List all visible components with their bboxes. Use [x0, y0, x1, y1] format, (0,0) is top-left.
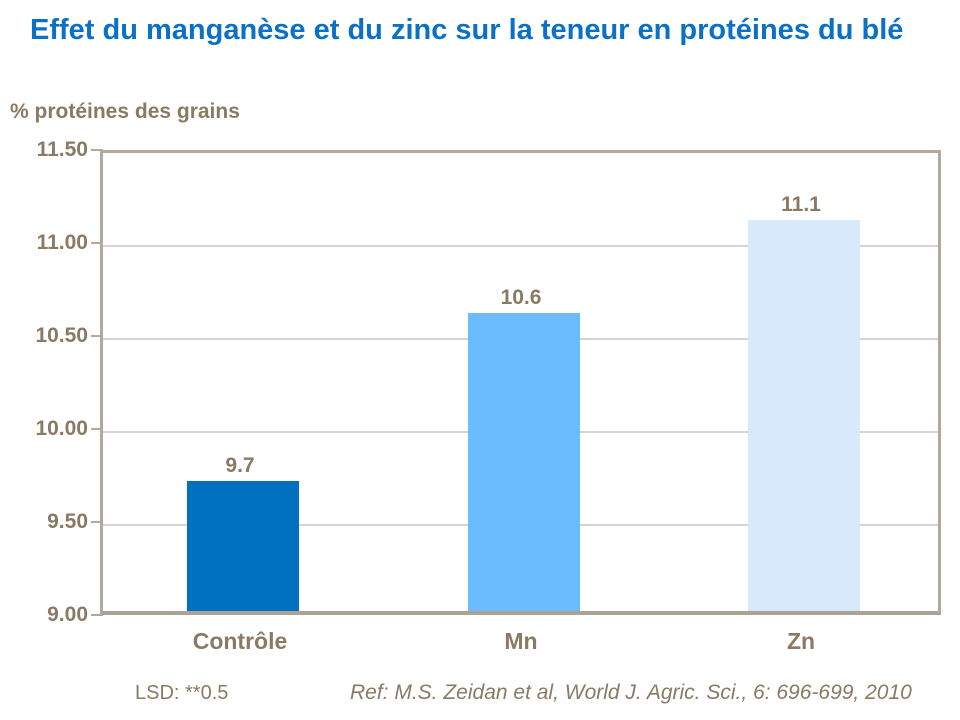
- y-axis-tick-label: 9.50: [47, 510, 88, 533]
- y-axis-tick-label: 11.50: [36, 138, 88, 161]
- y-axis-tick-mark: [91, 614, 103, 616]
- y-axis-title: % protéines des grains: [10, 100, 240, 123]
- gridline: [103, 245, 938, 247]
- y-axis-tick-label: 10.00: [35, 417, 88, 440]
- reference-note: Ref: M.S. Zeidan et al, World J. Agric. …: [350, 681, 912, 704]
- y-axis-tick-label: 10.50: [35, 324, 88, 347]
- page-title: Effet du manganèse et du zinc sur la ten…: [30, 14, 904, 46]
- category-label-zn: Zn: [786, 628, 816, 654]
- y-axis-tick-mark: [91, 149, 103, 151]
- y-axis-tick-label: 9.00: [47, 603, 88, 626]
- bar-value-label: 9.7: [225, 454, 255, 477]
- y-axis-tick-mark: [91, 428, 103, 430]
- y-axis-tick-mark: [91, 335, 103, 337]
- bar-value-label: 10.6: [500, 286, 542, 309]
- y-axis-tick-label: 11.00: [36, 231, 88, 254]
- bar-zn: [748, 220, 860, 611]
- plot-area: [100, 150, 941, 615]
- bar-mn: [468, 313, 580, 611]
- bar-contrôle: [187, 481, 299, 611]
- lsd-note: LSD: **0.5: [135, 682, 229, 704]
- y-axis-tick-mark: [91, 521, 103, 523]
- y-axis-tick-mark: [91, 242, 103, 244]
- category-label-contrôle: Contrôle: [192, 628, 288, 654]
- bar-value-label: 11.1: [781, 193, 821, 216]
- category-label-mn: Mn: [504, 628, 538, 654]
